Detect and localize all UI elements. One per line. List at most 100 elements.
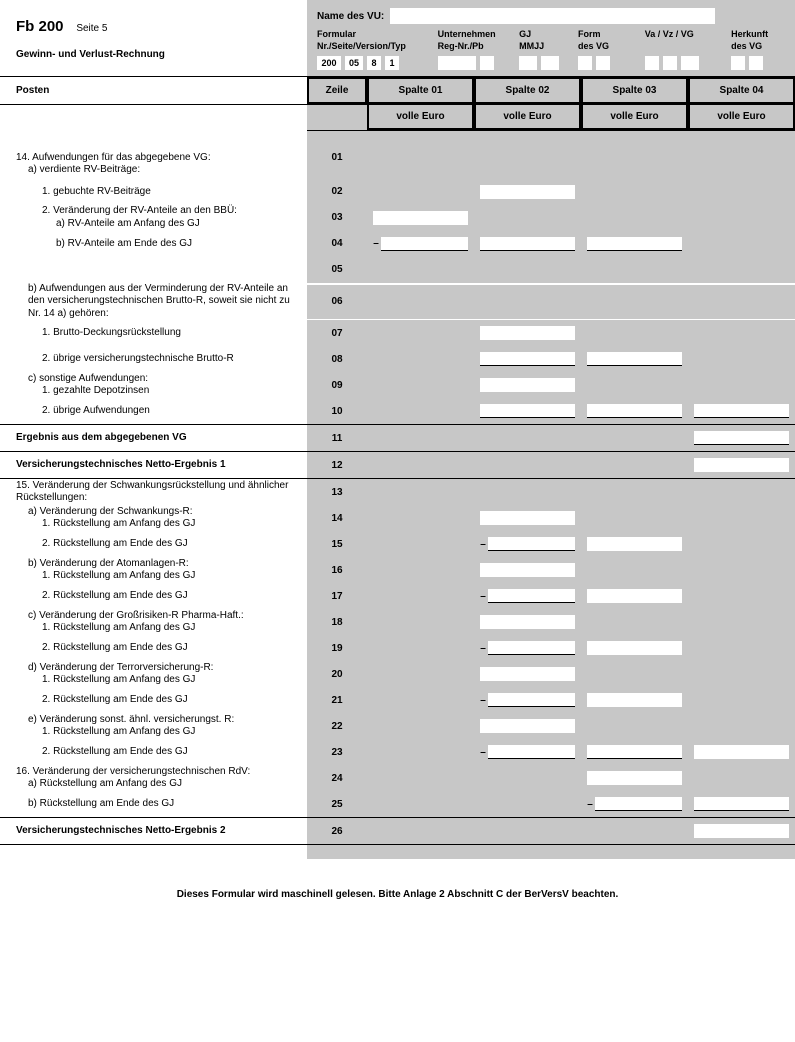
input[interactable] bbox=[587, 352, 682, 366]
input[interactable] bbox=[694, 404, 789, 418]
form-page: Fb 200 Seite 5 Gewinn- und Verlust-Rechn… bbox=[0, 0, 795, 920]
label: Herkunft bbox=[731, 30, 785, 40]
label: 2. Rückstellung am Ende des GJ bbox=[0, 746, 307, 759]
input[interactable] bbox=[587, 745, 682, 759]
meta-formular: Formular Nr./Seite/Version/Typ 200 05 8 … bbox=[317, 30, 430, 70]
box[interactable] bbox=[596, 56, 610, 70]
input[interactable] bbox=[488, 745, 575, 759]
input[interactable] bbox=[480, 615, 575, 629]
label: 2. Veränderung der RV-Anteile an den BBÜ… bbox=[42, 205, 237, 216]
row-15d2: 2. Rückstellung am Ende des GJ 21– bbox=[0, 687, 795, 713]
label: des VG bbox=[731, 42, 785, 52]
input[interactable] bbox=[488, 589, 575, 603]
subtitle: Gewinn- und Verlust-Rechnung bbox=[16, 49, 307, 60]
input[interactable] bbox=[694, 824, 789, 838]
input[interactable] bbox=[480, 667, 575, 681]
input[interactable] bbox=[587, 693, 682, 707]
spalte-header: Spalte 02 bbox=[474, 77, 581, 104]
box[interactable] bbox=[480, 56, 494, 70]
label: c) sonstige Aufwendungen: bbox=[28, 373, 148, 384]
zeile: 02 bbox=[307, 186, 367, 197]
sub: volle Euro bbox=[474, 105, 581, 130]
zeile: 16 bbox=[307, 565, 367, 576]
input[interactable] bbox=[381, 237, 468, 251]
meta-form: Form des VG bbox=[578, 30, 637, 70]
box[interactable] bbox=[578, 56, 592, 70]
input[interactable] bbox=[694, 431, 789, 445]
label: 2. übrige Aufwendungen bbox=[0, 405, 307, 418]
input[interactable] bbox=[488, 693, 575, 707]
table-header-row: Posten Zeile Spalte 01 Spalte 02 Spalte … bbox=[0, 76, 795, 105]
input[interactable] bbox=[587, 237, 682, 251]
label: 1. Brutto-Deckungsrückstellung bbox=[0, 327, 307, 340]
box[interactable] bbox=[663, 56, 677, 70]
input[interactable] bbox=[587, 641, 682, 655]
label: 1. gebuchte RV-Beiträge bbox=[0, 186, 307, 199]
label: 1. Rückstellung am Anfang des GJ bbox=[28, 570, 195, 581]
name-row: Name des VU: bbox=[317, 8, 785, 24]
name-input[interactable] bbox=[390, 8, 715, 24]
row-14b: b) Aufwendungen aus der Verminderung der… bbox=[0, 283, 795, 321]
input[interactable] bbox=[480, 563, 575, 577]
input[interactable] bbox=[480, 404, 575, 418]
input[interactable] bbox=[694, 797, 789, 811]
posten-label: Posten bbox=[0, 77, 307, 104]
label: b) Rückstellung am Ende des GJ bbox=[0, 798, 307, 811]
row-14a2: 2. Veränderung der RV-Anteile an den BBÜ… bbox=[0, 205, 795, 231]
box[interactable] bbox=[681, 56, 699, 70]
label: a) verdiente RV-Beiträge: bbox=[0, 164, 307, 177]
input[interactable] bbox=[587, 771, 682, 785]
val: 200 bbox=[317, 56, 341, 70]
box[interactable] bbox=[645, 56, 659, 70]
input[interactable] bbox=[480, 352, 575, 366]
row-15c: c) Veränderung der Großrisiken-R Pharma-… bbox=[0, 609, 795, 635]
zeile: 17 bbox=[307, 591, 367, 602]
table-subheader-row: volle Euro volle Euro volle Euro volle E… bbox=[0, 105, 795, 131]
label: Versicherungstechnisches Netto-Ergebnis … bbox=[0, 459, 307, 472]
label: 1. Rückstellung am Anfang des GJ bbox=[28, 674, 195, 685]
row-15b: b) Veränderung der Atomanlagen-R:1. Rück… bbox=[0, 557, 795, 583]
input[interactable] bbox=[480, 378, 575, 392]
input[interactable] bbox=[587, 589, 682, 603]
box[interactable] bbox=[438, 56, 476, 70]
zeile: 25 bbox=[307, 799, 367, 810]
input[interactable] bbox=[480, 719, 575, 733]
input[interactable] bbox=[694, 458, 789, 472]
label: 15. Veränderung der Schwankungsrückstell… bbox=[0, 480, 307, 505]
label: 16. Veränderung der versicherungstechnis… bbox=[16, 766, 250, 777]
box[interactable] bbox=[519, 56, 537, 70]
input[interactable] bbox=[694, 745, 789, 759]
label: Versicherungstechnisches Netto-Ergebnis … bbox=[0, 825, 307, 838]
zeile: 19 bbox=[307, 643, 367, 654]
label: 1. Rückstellung am Anfang des GJ bbox=[28, 726, 195, 737]
input[interactable] bbox=[480, 237, 575, 251]
input[interactable] bbox=[488, 641, 575, 655]
input[interactable] bbox=[373, 211, 468, 225]
zeile: 09 bbox=[307, 380, 367, 391]
row-14c2: 2. übrige Aufwendungen 10 bbox=[0, 398, 795, 424]
input[interactable] bbox=[587, 537, 682, 551]
zeile: 20 bbox=[307, 669, 367, 680]
val: 1 bbox=[385, 56, 399, 70]
input[interactable] bbox=[488, 537, 575, 551]
label: 1. Rückstellung am Anfang des GJ bbox=[28, 518, 195, 529]
label: MMJJ bbox=[519, 42, 570, 52]
row-14b1: 1. Brutto-Deckungsrückstellung 07 bbox=[0, 320, 795, 346]
box[interactable] bbox=[749, 56, 763, 70]
row-15c2: 2. Rückstellung am Ende des GJ 19– bbox=[0, 635, 795, 661]
input[interactable] bbox=[587, 404, 682, 418]
label: des VG bbox=[578, 42, 637, 52]
zeile: 23 bbox=[307, 747, 367, 758]
row-15e2: 2. Rückstellung am Ende des GJ 23– bbox=[0, 739, 795, 765]
input[interactable] bbox=[480, 511, 575, 525]
label: 2. Rückstellung am Ende des GJ bbox=[0, 642, 307, 655]
input[interactable] bbox=[480, 326, 575, 340]
row-05: 05 bbox=[0, 257, 795, 283]
zeile: 04 bbox=[307, 238, 367, 249]
input[interactable] bbox=[595, 797, 682, 811]
row-15b2: 2. Rückstellung am Ende des GJ 17– bbox=[0, 583, 795, 609]
box[interactable] bbox=[541, 56, 559, 70]
box[interactable] bbox=[731, 56, 745, 70]
input[interactable] bbox=[480, 185, 575, 199]
spalte-header: Spalte 01 bbox=[367, 77, 474, 104]
